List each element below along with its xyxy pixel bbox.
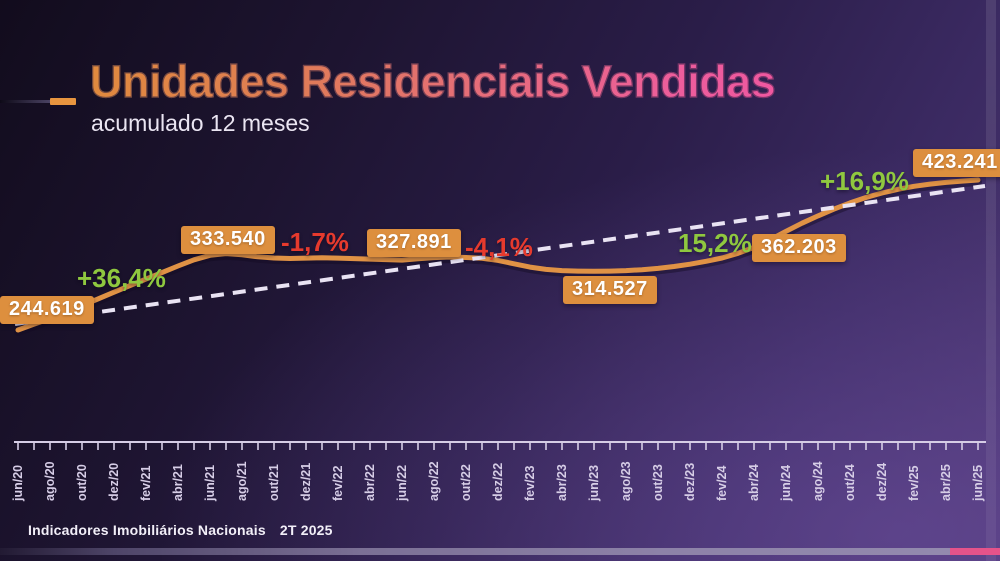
pct-change-label: +16,9% xyxy=(820,166,909,196)
x-axis-label: out/24 xyxy=(843,464,857,501)
x-axis-label: jun/23 xyxy=(587,464,601,501)
x-axis-label: jun/20 xyxy=(11,464,25,501)
x-axis-label: jun/21 xyxy=(203,464,217,501)
x-axis-label: abr/23 xyxy=(555,464,569,501)
x-axis-label: out/20 xyxy=(75,464,89,501)
value-badge: 314.527 xyxy=(563,276,657,304)
x-axis-label: fev/24 xyxy=(715,465,729,501)
x-axis-label: fev/22 xyxy=(331,465,345,501)
sales-line xyxy=(15,177,981,333)
x-axis-label: dez/21 xyxy=(299,462,313,501)
x-axis-label: abr/22 xyxy=(363,464,377,501)
page-subtitle: acumulado 12 meses xyxy=(91,110,310,136)
x-axis-label: out/22 xyxy=(459,464,473,501)
x-axis-label: dez/24 xyxy=(875,462,889,501)
x-axis-label: fev/23 xyxy=(523,465,537,501)
x-axis-label: ago/20 xyxy=(43,461,57,501)
x-axis-label: dez/23 xyxy=(683,462,697,501)
footer-caption: Indicadores Imobiliários Nacionais 2T 20… xyxy=(28,522,333,538)
x-axis-label: abr/24 xyxy=(747,464,761,501)
x-axis-label: ago/23 xyxy=(619,461,633,501)
value-badge: 244.619 xyxy=(0,296,94,324)
x-axis-label: ago/21 xyxy=(235,461,249,501)
trend-dashed-line xyxy=(14,184,986,326)
title-accent-dash-icon xyxy=(50,98,76,105)
footer-accent-bar xyxy=(0,548,950,555)
pct-change-label: -4,1% xyxy=(465,232,533,262)
x-axis-label: jun/22 xyxy=(395,464,409,501)
x-axis-label: dez/20 xyxy=(107,462,121,501)
x-axis-label: fev/21 xyxy=(139,465,153,501)
value-badge: 333.540 xyxy=(181,226,275,254)
pct-change-label: +36,4% xyxy=(77,263,166,293)
value-badge: 423.241 xyxy=(913,149,1000,177)
x-axis-label: abr/25 xyxy=(939,464,953,501)
x-axis-label: jun/24 xyxy=(779,464,793,501)
x-axis-label: out/23 xyxy=(651,464,665,501)
footer-period: 2T 2025 xyxy=(279,522,333,538)
x-axis-label: ago/24 xyxy=(811,461,825,501)
x-axis-label: ago/22 xyxy=(427,461,441,501)
title-accent-line xyxy=(0,100,50,103)
footer-source: Indicadores Imobiliários Nacionais xyxy=(28,522,266,538)
x-axis-ticks xyxy=(17,442,979,450)
page-title: Unidades Residenciais Vendidas xyxy=(89,56,776,107)
footer-accent-pink-bar xyxy=(950,548,1000,555)
value-badge: 362.203 xyxy=(752,234,846,262)
x-axis-label: dez/22 xyxy=(491,462,505,501)
x-axis-label: jun/25 xyxy=(971,464,985,501)
pct-change-label: 15,2% xyxy=(678,228,752,258)
x-axis-label: fev/25 xyxy=(907,465,921,501)
x-axis-label: abr/21 xyxy=(171,464,185,501)
value-badge: 327.891 xyxy=(367,229,461,257)
x-axis-label: out/21 xyxy=(267,464,281,501)
pct-change-label: -1,7% xyxy=(281,227,349,257)
